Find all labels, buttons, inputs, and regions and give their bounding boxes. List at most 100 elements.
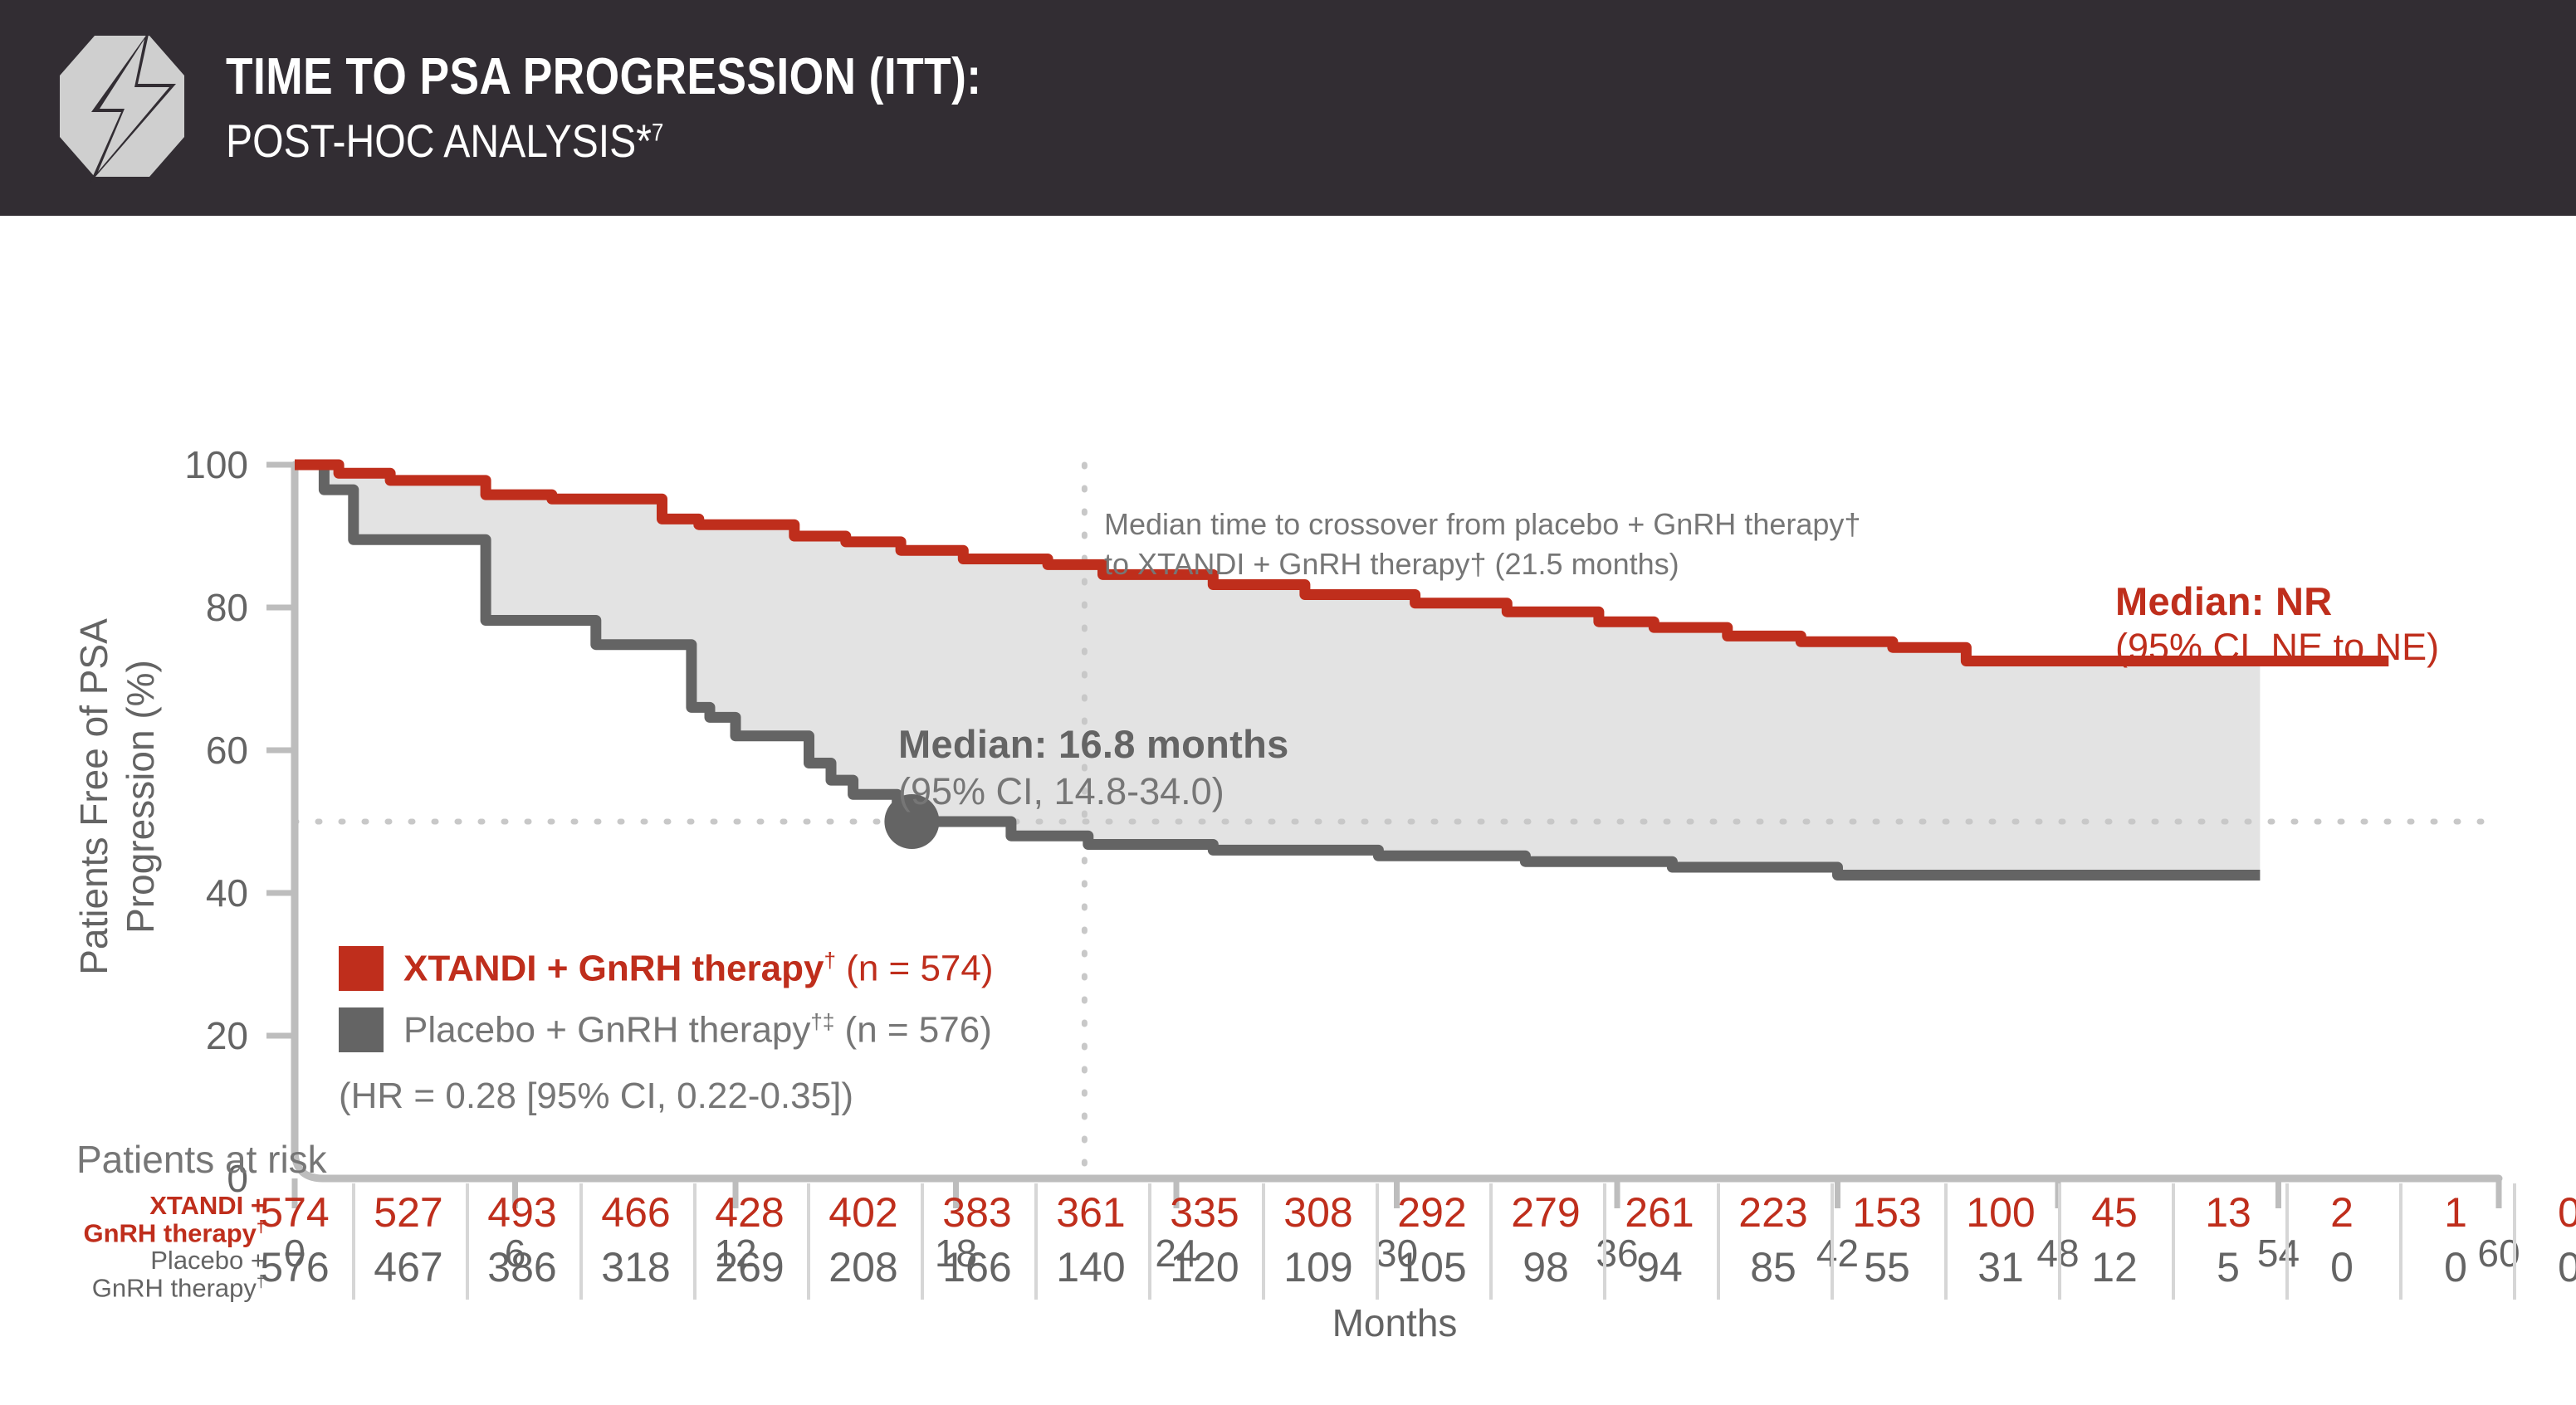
risk-cell-placebo: 94 xyxy=(1636,1244,1683,1290)
risk-cell-placebo: 576 xyxy=(260,1244,330,1290)
km-chart: 06121824303642485460020406080100 Patient… xyxy=(0,216,2576,1405)
risk-cell-xtandi: 223 xyxy=(1738,1189,1808,1236)
y-axis-tick-label: 0 xyxy=(227,1157,248,1200)
risk-row-label-xtandi-line2: GnRH therapy xyxy=(83,1218,257,1248)
risk-cell-xtandi: 279 xyxy=(1511,1189,1581,1236)
risk-cell-placebo: 467 xyxy=(374,1244,443,1290)
risk-cell-xtandi: 0 xyxy=(2558,1189,2576,1236)
risk-table-column-divider xyxy=(1488,1183,1493,1300)
legend-swatch-placebo xyxy=(339,1007,384,1052)
placebo-median-value: Median: 16.8 months xyxy=(898,722,1289,766)
risk-table-column-divider xyxy=(2398,1183,2402,1300)
risk-cell-xtandi: 1 xyxy=(2444,1189,2467,1236)
page-title: TIME TO PSA PROGRESSION (ITT): xyxy=(226,48,982,106)
risk-table-column-divider xyxy=(1943,1183,1948,1300)
risk-cell-xtandi: 2 xyxy=(2330,1189,2354,1236)
x-axis-tick-label: 42 xyxy=(1816,1232,1859,1275)
risk-cell-xtandi: 292 xyxy=(1397,1189,1467,1236)
legend-label-placebo: Placebo + GnRH therapy†‡ (n = 576) xyxy=(403,1009,992,1051)
y-axis-tick-label: 100 xyxy=(184,443,248,486)
risk-cell-placebo: 31 xyxy=(1977,1244,2024,1290)
risk-row-label-placebo-line1: Placebo + xyxy=(150,1246,266,1275)
risk-cell-placebo: 318 xyxy=(601,1244,671,1290)
risk-table-column-divider xyxy=(2285,1183,2289,1300)
y-axis-tick-label: 20 xyxy=(206,1014,248,1057)
risk-cell-xtandi: 493 xyxy=(487,1189,557,1236)
km-chart-svg: 06121824303642485460020406080100 Patient… xyxy=(72,443,2520,1344)
risk-cell-xtandi: 13 xyxy=(2205,1189,2251,1236)
x-axis-tick-label: 24 xyxy=(1155,1232,1197,1275)
risk-cell-xtandi: 308 xyxy=(1283,1189,1353,1236)
risk-cell-xtandi: 100 xyxy=(1966,1189,2036,1236)
legend-label-xtandi: XTANDI + GnRH therapy† (n = 574) xyxy=(403,948,994,990)
risk-cell-xtandi: 335 xyxy=(1170,1189,1239,1236)
crossover-annotation-line2: to XTANDI + GnRH therapy† (21.5 months) xyxy=(1104,546,1679,581)
legend-swatch-xtandi xyxy=(339,946,384,991)
x-axis-tick-label: 54 xyxy=(2257,1232,2300,1275)
risk-row-label-placebo-line2: GnRH therapy xyxy=(91,1273,257,1303)
crossover-annotation: Median time to crossover from placebo + … xyxy=(1104,505,1860,583)
risk-table-column-divider xyxy=(2512,1183,2516,1300)
xtandi-km-curve xyxy=(295,459,2389,666)
risk-cell-placebo: 140 xyxy=(1056,1244,1126,1290)
risk-table-column-divider xyxy=(1261,1183,1265,1300)
lightning-bolt-hexagon-icon xyxy=(51,29,193,187)
risk-table-column-divider xyxy=(351,1183,355,1300)
risk-cell-xtandi: 361 xyxy=(1056,1189,1126,1236)
xtandi-median-value: Median: NR xyxy=(2115,579,2333,623)
risk-cell-placebo: 0 xyxy=(2558,1244,2576,1290)
risk-cell-placebo: 55 xyxy=(1864,1244,1910,1290)
risk-cell-placebo: 0 xyxy=(2444,1244,2467,1290)
risk-cell-placebo: 166 xyxy=(942,1244,1012,1290)
risk-cell-xtandi: 402 xyxy=(829,1189,898,1236)
x-axis-tick-label: 0 xyxy=(284,1232,306,1275)
risk-cell-xtandi: 466 xyxy=(601,1189,671,1236)
risk-table-column-divider xyxy=(2057,1183,2061,1300)
legend-label-placebo-name: Placebo + GnRH therapy xyxy=(403,1009,811,1051)
y-axis-tick-label: 80 xyxy=(206,586,248,629)
risk-cell-xtandi: 527 xyxy=(374,1189,443,1236)
risk-cell-placebo: 105 xyxy=(1397,1244,1467,1290)
page-header: TIME TO PSA PROGRESSION (ITT): POST-HOC … xyxy=(0,0,2576,216)
x-axis-tick-label: 6 xyxy=(505,1232,526,1275)
risk-cell-placebo: 0 xyxy=(2330,1244,2354,1290)
axis-lines xyxy=(291,461,2503,1183)
legend-item-placebo: Placebo + GnRH therapy†‡ (n = 576) xyxy=(339,1007,994,1052)
risk-cell-placebo: 386 xyxy=(487,1244,557,1290)
risk-table-column-divider xyxy=(692,1183,697,1300)
risk-table-column-divider xyxy=(1034,1183,1038,1300)
crossover-annotation-line1: Median time to crossover from placebo + … xyxy=(1104,507,1861,541)
xtandi-median-ci: (95% CI, NE to NE) xyxy=(2115,626,2440,669)
x-axis-tick-label: 12 xyxy=(714,1232,756,1275)
risk-cell-xtandi: 428 xyxy=(715,1189,785,1236)
risk-cell-placebo: 85 xyxy=(1750,1244,1796,1290)
risk-row-label-xtandi: XTANDI + GnRH therapy† xyxy=(76,1192,266,1247)
between-curves-shading xyxy=(295,465,2261,876)
risk-table-column-divider xyxy=(1147,1183,1151,1300)
risk-row-label-placebo-superscript: † xyxy=(256,1273,266,1292)
xtandi-median-annotation: Median: NR (95% CI, NE to NE) xyxy=(2115,578,2439,671)
risk-cell-placebo: 98 xyxy=(1523,1244,1569,1290)
page-subtitle-text: POST-HOC ANALYSIS* xyxy=(226,115,652,168)
risk-cell-placebo: 208 xyxy=(829,1244,898,1290)
y-axis-tick-label: 60 xyxy=(206,729,248,772)
legend-label-xtandi-superscript: † xyxy=(824,947,836,973)
risk-cell-xtandi: 45 xyxy=(2091,1189,2138,1236)
risk-cell-xtandi: 383 xyxy=(942,1189,1012,1236)
y-axis-title: Patients Free of PSAProgression (%) xyxy=(72,618,162,975)
legend-label-xtandi-name: XTANDI + GnRH therapy xyxy=(403,948,824,989)
placebo-km-curve xyxy=(295,459,2261,881)
risk-table-column-divider xyxy=(920,1183,924,1300)
x-axis-title: Months xyxy=(1332,1301,1458,1344)
risk-table-column-divider xyxy=(2171,1183,2175,1300)
risk-row-label-xtandi-line1: XTANDI + xyxy=(149,1191,266,1220)
chart-legend: XTANDI + GnRH therapy† (n = 574) Placebo… xyxy=(339,946,994,1117)
median-marker-dot xyxy=(884,794,940,849)
risk-table-column-divider xyxy=(1375,1183,1379,1300)
risk-cell-placebo: 109 xyxy=(1283,1244,1353,1290)
risk-cell-placebo: 269 xyxy=(715,1244,785,1290)
x-axis-tick-label: 30 xyxy=(1376,1232,1418,1275)
placebo-median-annotation: Median: 16.8 months (95% CI, 14.8-34.0) xyxy=(898,720,1289,815)
risk-table-column-divider xyxy=(465,1183,469,1300)
risk-table-column-divider xyxy=(806,1183,810,1300)
